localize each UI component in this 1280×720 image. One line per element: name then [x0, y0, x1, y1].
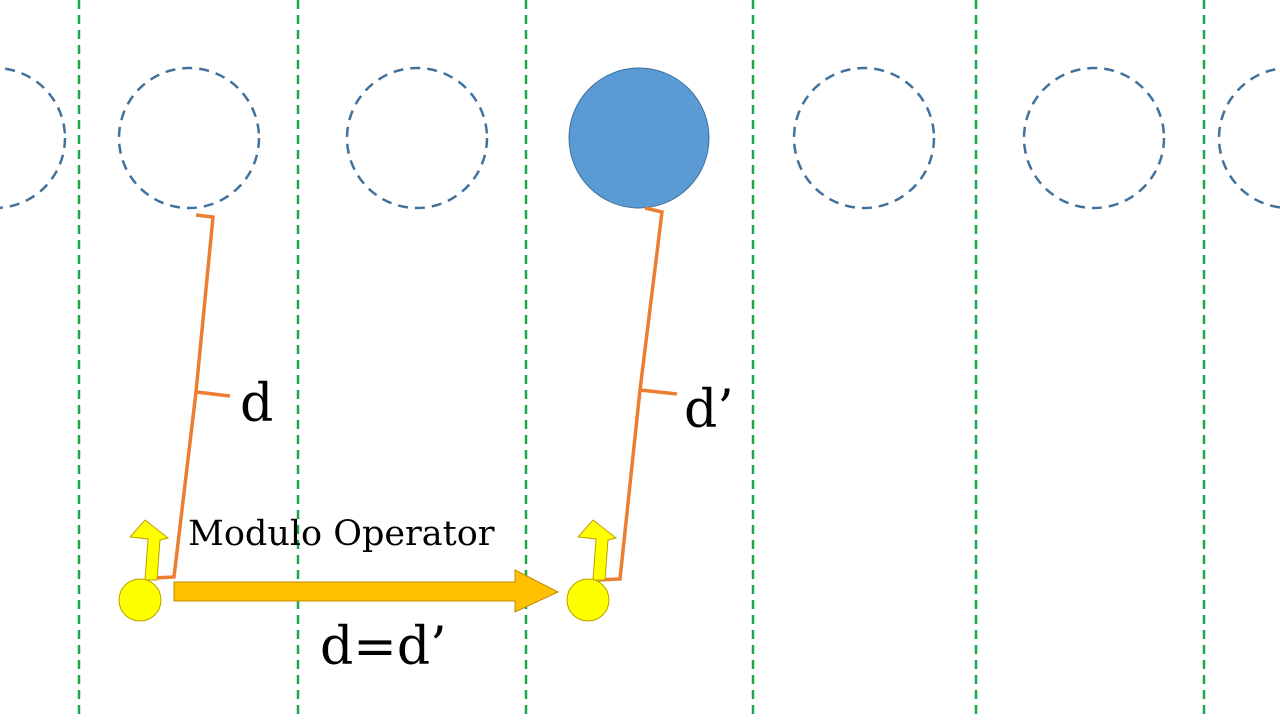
distance-bracket-d: [152, 213, 231, 580]
ghost-circle: [0, 66, 67, 210]
up-arrow-icon: [128, 519, 170, 581]
label-equation: d=d’: [320, 617, 447, 677]
target-circle: [568, 67, 710, 209]
yellow-circle-agent-icon: [118, 578, 162, 622]
label-d: d: [240, 374, 273, 434]
label-d-prime: d’: [684, 380, 734, 440]
ghost-circle: [792, 66, 936, 210]
ghost-circle: [345, 66, 489, 210]
ghost-circles: [0, 66, 1280, 210]
up-arrow-icon: [576, 519, 618, 581]
distance-bracket-d-prime: [597, 206, 678, 582]
ghost-circle: [1022, 66, 1166, 210]
label-modulo-operator: Modulo Operator: [188, 514, 495, 554]
ghost-circle: [1217, 67, 1280, 209]
yellow-circle-agent-icon: [566, 578, 610, 622]
ghost-circle: [117, 66, 261, 210]
agent-right: [566, 519, 618, 622]
agent-left: [118, 519, 170, 622]
grid-dividers: [77, 0, 1206, 720]
right-arrow-icon: [173, 569, 560, 613]
